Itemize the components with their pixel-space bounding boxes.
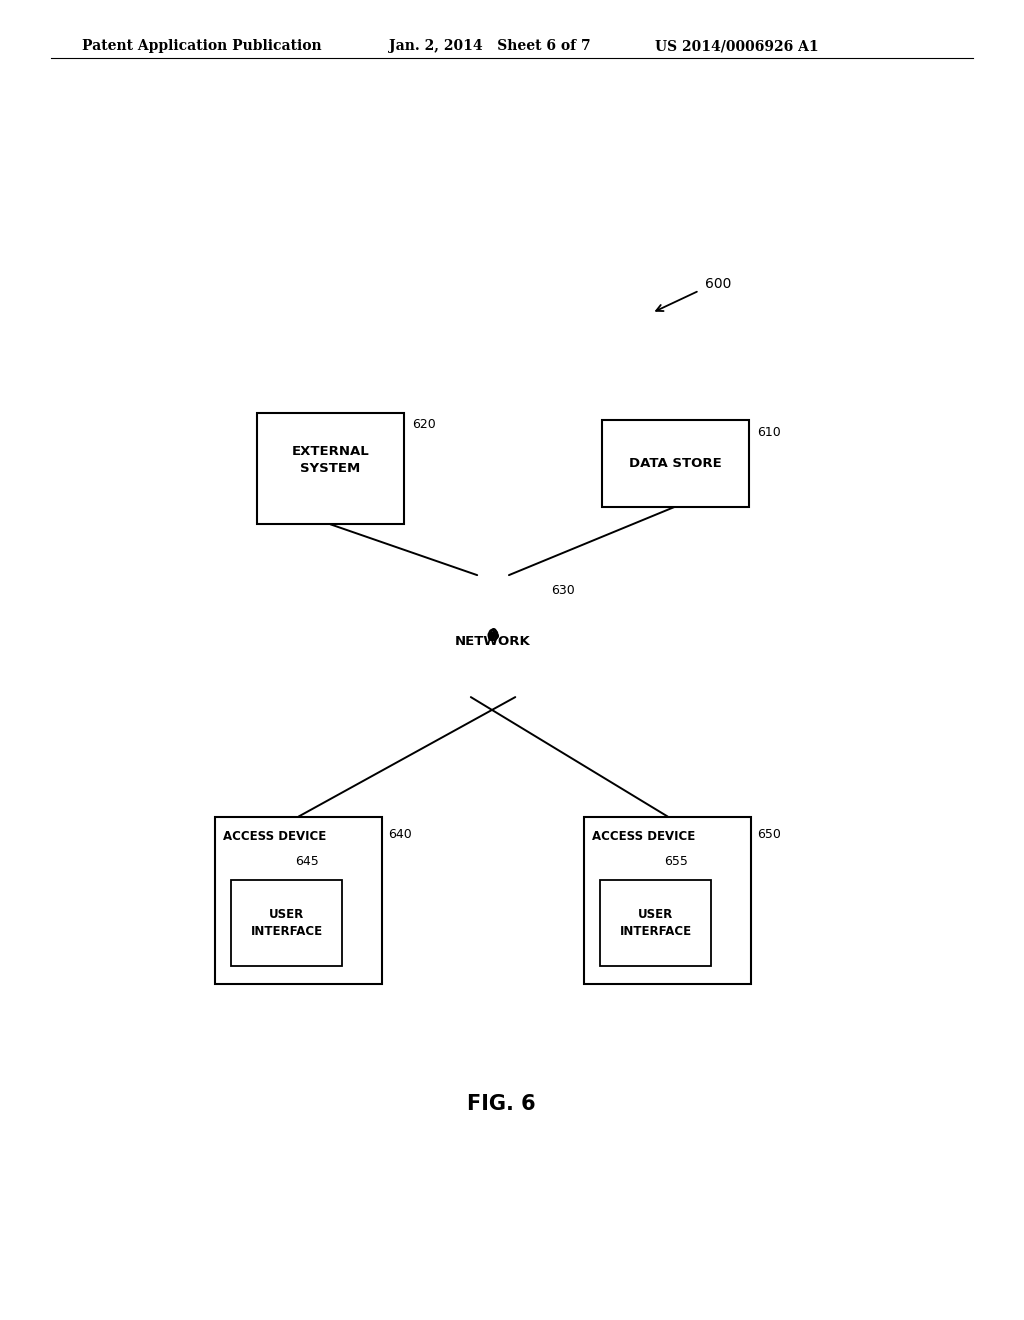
Bar [585, 817, 751, 985]
Circle shape [495, 634, 498, 638]
Bar [600, 879, 712, 966]
Text: 655: 655 [664, 855, 687, 867]
Bar [215, 817, 382, 985]
Text: 650: 650 [758, 829, 781, 841]
Circle shape [488, 634, 494, 640]
Text: 610: 610 [757, 426, 780, 438]
Text: FIG. 6: FIG. 6 [467, 1094, 536, 1114]
Circle shape [494, 631, 498, 636]
Text: Patent Application Publication: Patent Application Publication [82, 40, 322, 53]
Text: USER
INTERFACE: USER INTERFACE [251, 908, 323, 937]
Text: 640: 640 [388, 829, 412, 841]
Text: 600: 600 [705, 277, 731, 292]
Text: 620: 620 [412, 418, 435, 432]
Bar [231, 879, 342, 966]
Circle shape [488, 632, 493, 638]
Circle shape [489, 630, 495, 636]
Text: DATA STORE: DATA STORE [629, 457, 722, 470]
Text: 645: 645 [295, 855, 318, 867]
Text: Jan. 2, 2014   Sheet 6 of 7: Jan. 2, 2014 Sheet 6 of 7 [389, 40, 591, 53]
Text: ACCESS DEVICE: ACCESS DEVICE [592, 830, 695, 843]
Text: NETWORK: NETWORK [456, 635, 530, 648]
Bar [257, 413, 403, 524]
Text: ACCESS DEVICE: ACCESS DEVICE [223, 830, 327, 843]
Text: US 2014/0006926 A1: US 2014/0006926 A1 [655, 40, 819, 53]
Circle shape [492, 628, 496, 635]
Text: EXTERNAL
SYSTEM: EXTERNAL SYSTEM [292, 445, 370, 475]
Circle shape [490, 632, 496, 640]
Bar [602, 420, 749, 507]
Text: 630: 630 [551, 583, 574, 597]
Circle shape [493, 635, 497, 640]
Text: USER
INTERFACE: USER INTERFACE [620, 908, 692, 937]
